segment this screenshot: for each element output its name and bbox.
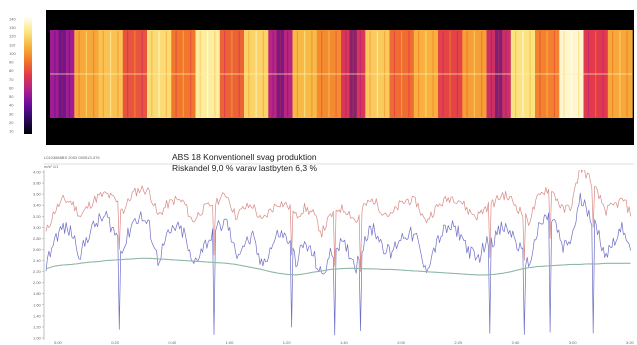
heatmap-low-band — [495, 30, 503, 118]
y-tick-label: 1.60 — [33, 302, 42, 307]
colorbar-tick-label: 30 — [9, 111, 14, 116]
series-line — [45, 192, 631, 336]
y-tick-label: 2.00 — [33, 280, 42, 285]
line-series — [45, 170, 631, 336]
y-tick-label: 3.20 — [33, 214, 42, 219]
chart-title: ABS 18 Konventionell svag produktion — [172, 152, 317, 162]
colorbar-tick-label: 120 — [9, 34, 16, 39]
colorbar-tick-label: 110 — [9, 42, 16, 47]
colorbar-tick-label: 130 — [9, 25, 16, 30]
colorbar-tick-label: 40 — [9, 103, 14, 108]
colorbar-labels: 140 130 120 110 100 90 80 70 60 50 40 30 20 10 — [9, 17, 16, 134]
colorbar — [24, 16, 32, 134]
y-axis-ticks: 4.00 3.80 3.60 3.40 3.20 3.00 2.80 2.60 2.40 2.20… — [33, 170, 44, 341]
x-tick-label: 0:40 — [168, 340, 177, 345]
x-tick-label: 1:40 — [340, 340, 349, 345]
y-tick-label: 2.80 — [33, 236, 42, 241]
x-tick-label: 0:20 — [111, 340, 120, 345]
colorbar-tick-label: 50 — [9, 94, 14, 99]
y-tick-label: 3.40 — [33, 203, 42, 208]
colorbar-tick-label: 60 — [9, 85, 14, 90]
x-tick-label: 1:20 — [283, 340, 292, 345]
chart-subtitle: Riskandel 9,0 % varav lastbyten 6,3 % — [172, 163, 317, 173]
y-tick-label: 3.80 — [33, 181, 42, 186]
heatmap-low-band — [58, 30, 66, 118]
line-panel: L0103888BS 2003 050513-376 ABS 18 Konven… — [33, 152, 635, 345]
x-tick-label: 2:40 — [512, 340, 521, 345]
y-tick-label: 1.40 — [33, 313, 42, 318]
y-tick-label: 2.20 — [33, 269, 42, 274]
colorbar-tick-label: 100 — [9, 51, 16, 56]
colorbar-tick-label: 140 — [9, 17, 16, 22]
x-tick-label: 2:00 — [397, 340, 406, 345]
heatmap-columns — [50, 30, 633, 118]
x-tick-label: 3:00 — [569, 340, 578, 345]
x-axis-ticks: 0:00 0:20 0:40 1:00 1:20 1:40 2:00 2:20 2:40 3:00… — [54, 340, 635, 345]
header-left-label: L0103888BS 2003 050513-376 — [44, 155, 100, 160]
x-tick-label: 0:00 — [54, 340, 63, 345]
colorbar-tick-label: 70 — [9, 77, 14, 82]
axis-corner-label: m/s² 1/1 — [44, 164, 59, 169]
y-tick-label: 1.80 — [33, 291, 42, 296]
y-tick-label: 1.00 — [33, 336, 42, 341]
x-tick-label: 1:00 — [226, 340, 235, 345]
x-tick-label: 3:20 — [626, 340, 635, 345]
y-tick-label: 3.00 — [33, 225, 42, 230]
colorbar-tick-label: 20 — [9, 120, 14, 125]
colorbar-tick-label: 10 — [9, 129, 14, 134]
colorbar-tick-label: 80 — [9, 68, 14, 73]
y-tick-label: 2.60 — [33, 247, 42, 252]
heatmap-low-band — [276, 30, 284, 118]
series-line — [45, 257, 631, 276]
y-tick-label: 4.00 — [33, 170, 42, 175]
series-line — [45, 170, 631, 272]
y-tick-label: 2.40 — [33, 258, 42, 263]
y-tick-label: 3.60 — [33, 192, 42, 197]
colorbar-tick-label: 90 — [9, 60, 14, 65]
heatmap-panel: 140 130 120 110 100 90 80 70 60 50 40 30 20 10 — [9, 10, 634, 145]
y-tick-label: 1.20 — [33, 324, 42, 329]
heatmap-low-band — [349, 30, 357, 118]
x-tick-label: 2:20 — [454, 340, 463, 345]
